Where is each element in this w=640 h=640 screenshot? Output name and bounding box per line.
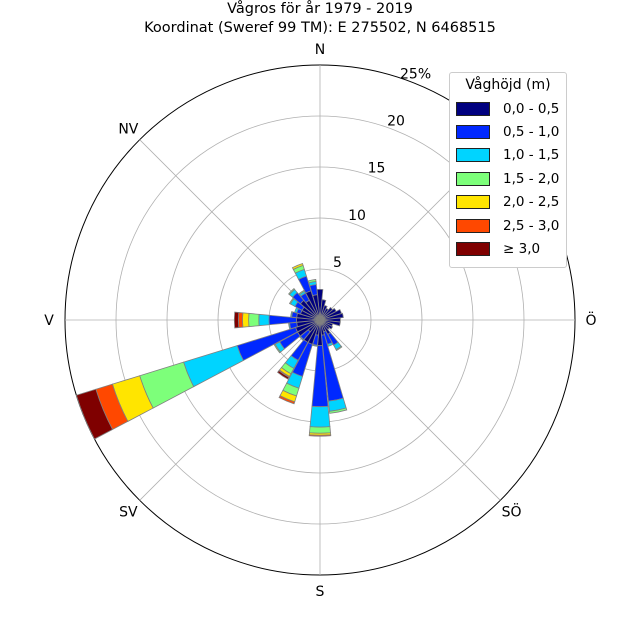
legend-label: ≥ 3,0 bbox=[503, 241, 541, 258]
chart-title: Vågros för år 1979 - 2019 Koordinat (Swe… bbox=[0, 0, 640, 38]
legend-swatch bbox=[456, 101, 490, 116]
rose-bar-segment bbox=[183, 345, 244, 388]
rose-bar-segment bbox=[278, 395, 296, 405]
legend-swatch bbox=[456, 242, 490, 257]
legend-label: 2,0 - 2,5 bbox=[503, 194, 560, 211]
direction-label-ö: Ö bbox=[585, 311, 596, 329]
chart-title-line1: Vågros för år 1979 - 2019 bbox=[227, 1, 413, 17]
radial-tick-label: 25% bbox=[400, 66, 431, 82]
legend-label: 2,5 - 3,0 bbox=[503, 217, 560, 234]
rose-bar-segment bbox=[258, 313, 270, 327]
legend-entry: ≥ 3,0 bbox=[456, 237, 560, 260]
rose-bar-segment bbox=[248, 312, 260, 328]
rose-bar-segment bbox=[288, 288, 296, 296]
polar-grid bbox=[64, 64, 576, 576]
legend-title: Våghöjd (m) bbox=[465, 77, 551, 93]
radial-tick-label: 20 bbox=[387, 114, 405, 130]
legend-swatch bbox=[456, 171, 490, 186]
rose-bar-segment bbox=[75, 388, 114, 440]
grid-spoke bbox=[139, 139, 321, 321]
direction-label-sö: SÖ bbox=[502, 503, 522, 521]
legend-entry: 0,0 - 0,5 bbox=[456, 97, 560, 120]
rose-bar-segment bbox=[308, 434, 332, 437]
legend-swatch bbox=[456, 195, 490, 210]
direction-label-sv: SV bbox=[119, 505, 138, 521]
legend-swatch bbox=[456, 218, 490, 233]
rose-bar-segment bbox=[277, 370, 290, 380]
radial-tick-label: 10 bbox=[348, 208, 366, 224]
rose-bar-segment bbox=[291, 262, 304, 271]
rose-bar-segment bbox=[307, 278, 317, 284]
legend-entry: 1,0 - 1,5 bbox=[456, 144, 560, 167]
rose-bar-segment bbox=[329, 407, 348, 414]
legend-swatch bbox=[456, 125, 490, 140]
grid-spoke bbox=[139, 319, 321, 501]
legend-label: 1,5 - 2,0 bbox=[503, 170, 560, 187]
radial-tick-label: 15 bbox=[368, 161, 386, 177]
radial-tick-label: 5 bbox=[333, 255, 342, 271]
legend-label: 1,0 - 1,5 bbox=[503, 147, 560, 164]
rose-bar-segment bbox=[237, 311, 244, 329]
rose-bars bbox=[75, 262, 348, 440]
rose-bar-segment bbox=[319, 312, 344, 321]
legend-entries: 0,0 - 0,5 0,5 - 1,0 1,0 - 1,5 1,5 - 2,0 2,0 … bbox=[456, 97, 560, 261]
legend-label: 0,5 - 1,0 bbox=[503, 124, 560, 141]
legend-entry: 2,0 - 2,5 bbox=[456, 191, 560, 214]
chart-title-line2: Koordinat (Sweref 99 TM): E 275502, N 64… bbox=[144, 20, 496, 36]
rose-bar-segment bbox=[290, 311, 294, 318]
legend-entry: 2,5 - 3,0 bbox=[456, 214, 560, 237]
rose-bar-segment bbox=[335, 345, 343, 352]
legend-entry: 0,5 - 1,0 bbox=[456, 120, 560, 143]
legend-entry: 1,5 - 2,0 bbox=[456, 167, 560, 190]
grid-spoke bbox=[319, 319, 501, 501]
rose-bar-segment bbox=[273, 343, 281, 354]
direction-label-n: N bbox=[315, 42, 325, 58]
legend-swatch bbox=[456, 148, 490, 163]
direction-label-nv: NV bbox=[118, 121, 138, 137]
legend: Våghöjd (m) 0,0 - 0,5 0,5 - 1,0 1,0 - 1,5 1… bbox=[449, 72, 567, 268]
legend-label: 0,0 - 0,5 bbox=[503, 100, 560, 117]
rose-bar-segment bbox=[242, 312, 250, 328]
rose-bar-segment bbox=[233, 311, 240, 329]
direction-label-s: S bbox=[316, 584, 325, 600]
rose-bar-segment bbox=[309, 426, 331, 434]
rose-bar-segment bbox=[309, 405, 331, 428]
direction-label-v: V bbox=[44, 313, 54, 329]
